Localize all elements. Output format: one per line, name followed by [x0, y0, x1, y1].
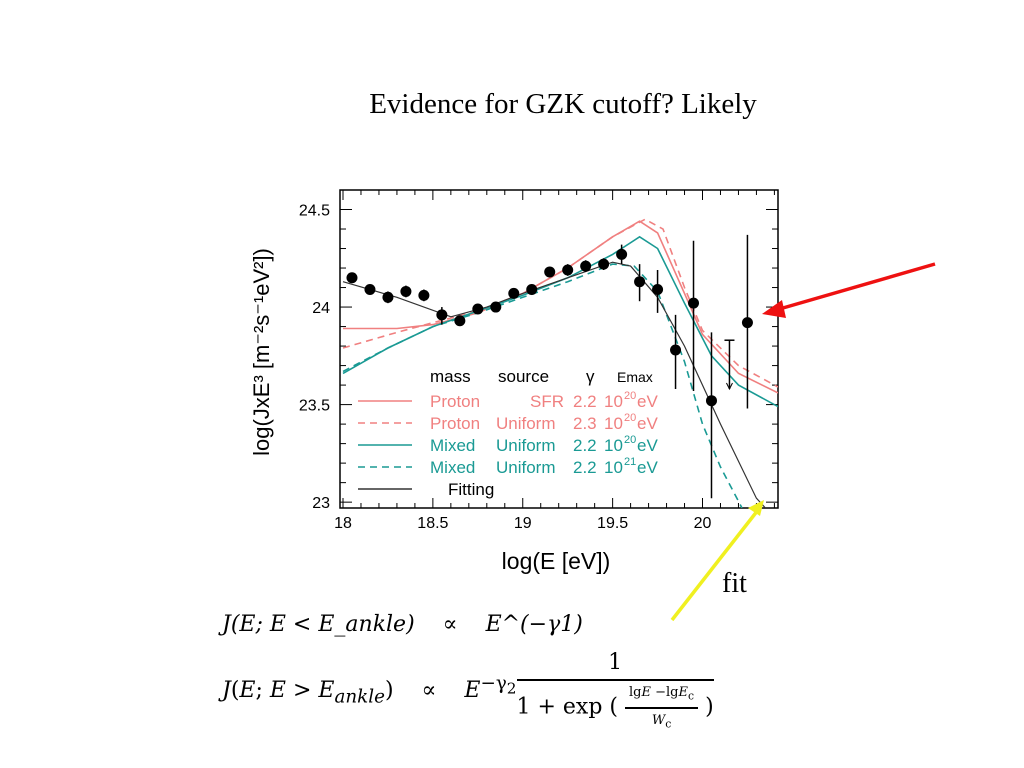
legend-unit: eV: [637, 436, 658, 455]
equation-lhs: J(E; E < E_ankle): [222, 612, 415, 637]
data-point: [454, 315, 466, 327]
data-point: [652, 283, 664, 295]
model-curve: [343, 220, 778, 394]
y-tick-label: 24: [312, 300, 330, 317]
equation-below-ankle: J(E; E < E_ankle) ∝ E^(−γ1): [222, 612, 583, 637]
data-point: [508, 287, 520, 299]
legend-source: Uniform: [496, 414, 556, 433]
data-point: [670, 344, 682, 356]
red-arrowhead: [762, 300, 786, 318]
data-point: [562, 264, 574, 276]
data-point: [472, 303, 484, 315]
y-axis-label: log(JxE³ [m⁻²s⁻¹eV²]): [249, 248, 274, 456]
data-point: [616, 248, 628, 260]
legend-gamma: 2.2: [573, 458, 597, 477]
legend-source: SFR: [530, 392, 564, 411]
legend-unit: eV: [637, 458, 658, 477]
data-point: [346, 272, 358, 284]
legend-emax-exponent: 21: [624, 456, 636, 468]
legend-unit: eV: [637, 414, 658, 433]
yellow-arrowhead: [748, 500, 764, 516]
legend-source: Uniform: [496, 458, 556, 477]
legend-emax_base: 10: [604, 458, 623, 477]
legend-emax_base: 10: [604, 414, 623, 433]
fit-label: fit: [722, 568, 747, 599]
legend-mass: Fitting: [448, 480, 494, 499]
model-curve: [342, 235, 778, 408]
x-tick-label: 20: [694, 515, 712, 532]
slide-title: Evidence for GZK cutoff? Likely: [369, 88, 757, 120]
y-tick-label: 23: [312, 495, 330, 512]
x-tick-label: 19.5: [597, 515, 628, 532]
data-point: [364, 283, 376, 295]
data-point: [418, 289, 430, 301]
legend-gamma: 2.3: [573, 414, 597, 433]
model-curve: [342, 218, 778, 388]
data-point: [741, 317, 753, 329]
data-point: [400, 285, 412, 297]
red-arrow: [775, 262, 936, 312]
legend-gamma: 2.2: [573, 436, 597, 455]
legend-mass: Proton: [430, 392, 480, 411]
y-tick-label: 23.5: [299, 398, 330, 415]
data-point: [688, 297, 700, 309]
data-point: [382, 291, 394, 303]
x-tick-label: 18: [334, 515, 352, 532]
data-point: [544, 266, 556, 278]
equation-above-ankle: J(E; E > Eankle) ∝ E−γ2 1 1 + exp ( lgE −l…: [222, 650, 714, 731]
data-point: [598, 258, 610, 270]
upper-limit-arrow: [726, 382, 733, 391]
tick-labels: 18 18.5 19 19.5 20 23 23.5 24 24.5: [299, 203, 712, 532]
legend-gamma: 2.2: [573, 392, 597, 411]
yellow-arrow: [670, 508, 760, 622]
legend-header: mass: [430, 367, 471, 386]
legend-header: source: [498, 367, 549, 386]
legend-mass: Mixed: [430, 458, 475, 477]
equation-rhs: E^(−γ1): [485, 612, 583, 637]
legend-emax-exponent: 20: [624, 434, 636, 446]
x-tick-label: 18.5: [417, 515, 448, 532]
data-point: [526, 283, 538, 295]
model-curve: [342, 263, 743, 508]
model-curves: [342, 218, 778, 508]
plot-frame: [339, 189, 779, 509]
legend-header: γ: [586, 367, 595, 386]
axis-ticks: [340, 190, 778, 508]
legend-unit: eV: [637, 392, 658, 411]
x-axis-label: log(E [eV]): [501, 548, 611, 574]
legend-source: Uniform: [496, 436, 556, 455]
legend-emax-exponent: 20: [624, 412, 636, 424]
data-point: [580, 260, 592, 272]
legend-mass: Mixed: [430, 436, 475, 455]
y-tick-label: 24.5: [299, 203, 330, 220]
x-tick-label: 19: [514, 515, 532, 532]
data-point: [634, 276, 646, 288]
data-point: [705, 395, 717, 407]
data-point: [490, 301, 502, 313]
equation-relation: ∝: [442, 612, 458, 637]
legend-emax_base: 10: [604, 392, 623, 411]
data-point: [436, 309, 448, 321]
legend-header: Emax: [617, 369, 653, 385]
legend-mass: Proton: [430, 414, 480, 433]
data-points: [346, 234, 753, 499]
legend-emax-exponent: 20: [624, 390, 636, 402]
model-curve: [342, 261, 766, 508]
legend-emax_base: 10: [604, 436, 623, 455]
